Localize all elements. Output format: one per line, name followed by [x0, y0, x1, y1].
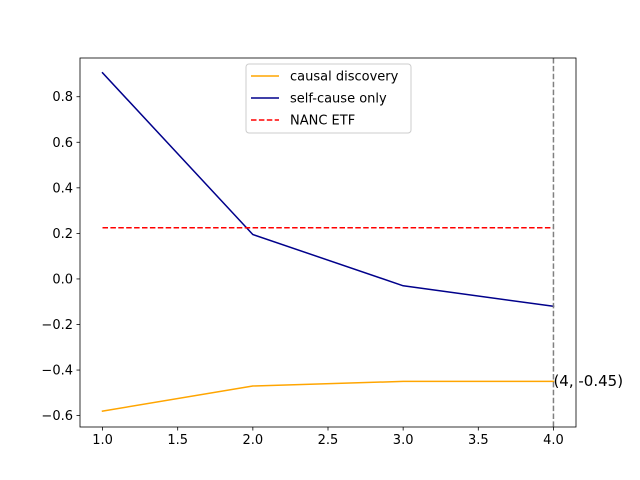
x-tick-label: 1.5 [167, 433, 188, 448]
series-line-self-cause-only [101, 71, 555, 308]
legend: causal discovery self-cause only NANC ETF [245, 63, 412, 134]
legend-label: NANC ETF [290, 114, 355, 129]
y-tick-label: −0.2 [41, 318, 73, 333]
y-tick-label: 0.4 [52, 181, 73, 196]
legend-label: self-cause only [290, 92, 387, 107]
x-tick-label: 3.5 [468, 433, 489, 448]
x-tick-label: 2.0 [243, 433, 264, 448]
legend-label: causal discovery [290, 70, 399, 85]
legend-box [245, 63, 412, 134]
y-tick-label: 0.6 [52, 136, 73, 151]
y-tick-label: 0.8 [52, 90, 73, 105]
y-tick-label: −0.4 [41, 364, 73, 379]
x-tick-label: 3.0 [393, 433, 414, 448]
y-tick-label: 0.0 [52, 272, 73, 287]
y-tick-label: 0.2 [52, 227, 73, 242]
axes: 1.0 1.5 2.0 2.5 3.0 3.5 4.0 −0.6 −0.4 −0.2 0.0 0.2 0… [41, 57, 577, 448]
series-line-causal-discovery [101, 380, 555, 412]
y-tick-label: −0.6 [41, 409, 73, 424]
annotations: (4, -0.45) [553, 372, 623, 390]
x-tick-label: 2.5 [318, 433, 339, 448]
x-tick-label: 1.0 [92, 433, 113, 448]
point-annotation: (4, -0.45) [553, 372, 623, 390]
x-tick-label: 4.0 [543, 433, 564, 448]
plot-area [101, 58, 555, 427]
